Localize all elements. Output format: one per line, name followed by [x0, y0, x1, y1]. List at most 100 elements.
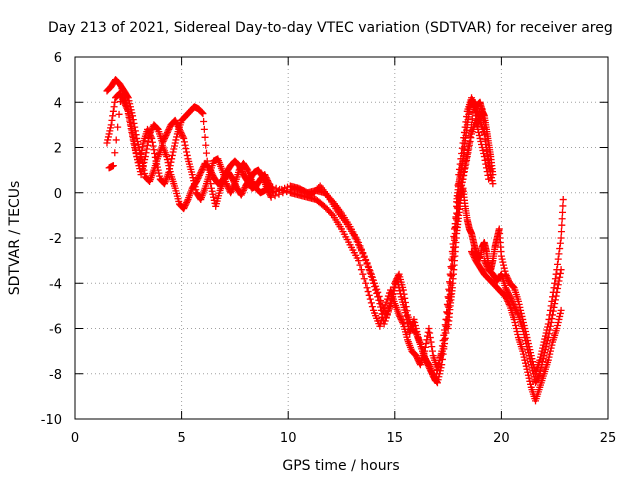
data-point-plus: [151, 153, 159, 161]
data-point-plus: [527, 358, 535, 366]
data-point-plus: [434, 363, 442, 371]
data-point-plus: [126, 121, 134, 129]
data-point-plus: [426, 364, 434, 372]
data-point-plus: [554, 321, 562, 329]
y-tick-label: -4: [49, 277, 62, 292]
data-point-plus: [179, 133, 187, 141]
data-point-plus: [510, 302, 518, 310]
data-point-plus: [398, 317, 406, 325]
data-point-plus: [189, 174, 197, 182]
data-point-plus: [207, 180, 215, 188]
data-point-plus: [463, 150, 471, 158]
data-point-plus: [556, 245, 564, 253]
data-point-plus: [107, 124, 115, 132]
data-point-plus: [556, 273, 564, 281]
data-point-plus: [559, 208, 567, 216]
data-point-plus: [393, 275, 401, 283]
data-point-plus: [550, 284, 558, 292]
data-point-plus: [556, 312, 564, 320]
data-point-plus: [106, 127, 114, 135]
data-point-plus: [159, 137, 167, 145]
data-point-plus: [357, 266, 365, 274]
data-point-plus: [359, 250, 367, 258]
data-point-plus: [111, 149, 119, 157]
data-point-plus: [505, 291, 513, 299]
data-point-plus: [552, 292, 560, 300]
data-point-plus: [433, 366, 441, 374]
data-point-plus: [365, 263, 373, 271]
data-point-plus: [383, 295, 391, 303]
data-point-plus: [263, 184, 271, 192]
data-point-plus: [411, 318, 419, 326]
data-point-plus: [411, 321, 419, 329]
data-point-plus: [556, 309, 564, 317]
data-point-plus: [484, 171, 492, 179]
series-sdtvar-band-d: [444, 184, 567, 378]
data-point-plus: [127, 125, 135, 133]
data-point-plus: [395, 284, 403, 292]
data-point-plus: [414, 355, 422, 363]
data-point-plus: [366, 295, 374, 303]
data-point-plus: [188, 171, 196, 179]
data-point-plus: [478, 140, 486, 148]
data-point-plus: [529, 370, 537, 378]
data-point-plus: [363, 260, 371, 268]
data-point-plus: [365, 291, 373, 299]
data-point-plus: [146, 131, 154, 139]
data-point-plus: [522, 340, 530, 348]
data-point-plus: [168, 155, 176, 163]
data-point-plus: [543, 340, 551, 348]
data-point-plus: [538, 361, 546, 369]
data-point-plus: [488, 177, 496, 185]
data-point-plus: [551, 275, 559, 283]
data-point-plus: [554, 318, 562, 326]
data-point-plus: [190, 180, 198, 188]
data-point-plus: [513, 328, 521, 336]
data-point-plus: [150, 146, 158, 154]
data-point-plus: [514, 297, 522, 305]
data-point-plus: [142, 149, 150, 157]
data-point-plus: [481, 258, 489, 266]
data-point-plus: [383, 310, 391, 318]
data-point-plus: [557, 306, 565, 314]
data-point-plus: [441, 336, 449, 344]
data-point-plus: [154, 166, 162, 174]
data-point-plus: [512, 305, 520, 313]
data-point-plus: [439, 337, 447, 345]
data-point-plus: [103, 139, 111, 147]
data-point-plus: [546, 322, 554, 330]
data-point-plus: [229, 175, 237, 183]
data-point-plus: [239, 186, 247, 194]
data-point-plus: [500, 261, 508, 269]
data-point-plus: [511, 318, 519, 326]
data-point-plus: [141, 156, 149, 164]
data-point-plus: [387, 300, 395, 308]
data-point-plus: [144, 137, 152, 145]
data-point-plus: [143, 125, 151, 133]
data-point-plus: [468, 248, 476, 256]
data-point-plus: [480, 257, 488, 265]
data-point-plus: [533, 376, 541, 384]
data-point-plus: [559, 202, 567, 210]
data-point-plus: [542, 343, 550, 351]
data-point-plus: [394, 272, 402, 280]
data-point-plus: [287, 186, 295, 194]
data-point-plus: [519, 350, 527, 358]
y-axis-ticks: -10 -8 -6 -4 -2 0 2 4 6: [41, 51, 608, 428]
data-point-plus: [199, 164, 207, 172]
data-point-plus: [481, 156, 489, 164]
data-point-plus: [377, 297, 385, 305]
data-point-plus: [549, 311, 557, 319]
data-point-plus: [421, 343, 429, 351]
data-point-plus: [426, 329, 434, 337]
data-point-plus: [183, 151, 191, 159]
data-point-plus: [412, 325, 420, 332]
data-point-plus: [423, 358, 431, 366]
data-point-plus: [227, 189, 235, 197]
data-point-plus: [133, 153, 141, 161]
data-point-plus: [468, 249, 476, 257]
data-point-plus: [202, 141, 210, 149]
data-point-plus: [191, 183, 199, 191]
data-point-plus: [240, 185, 248, 193]
data-point-plus: [501, 267, 509, 275]
